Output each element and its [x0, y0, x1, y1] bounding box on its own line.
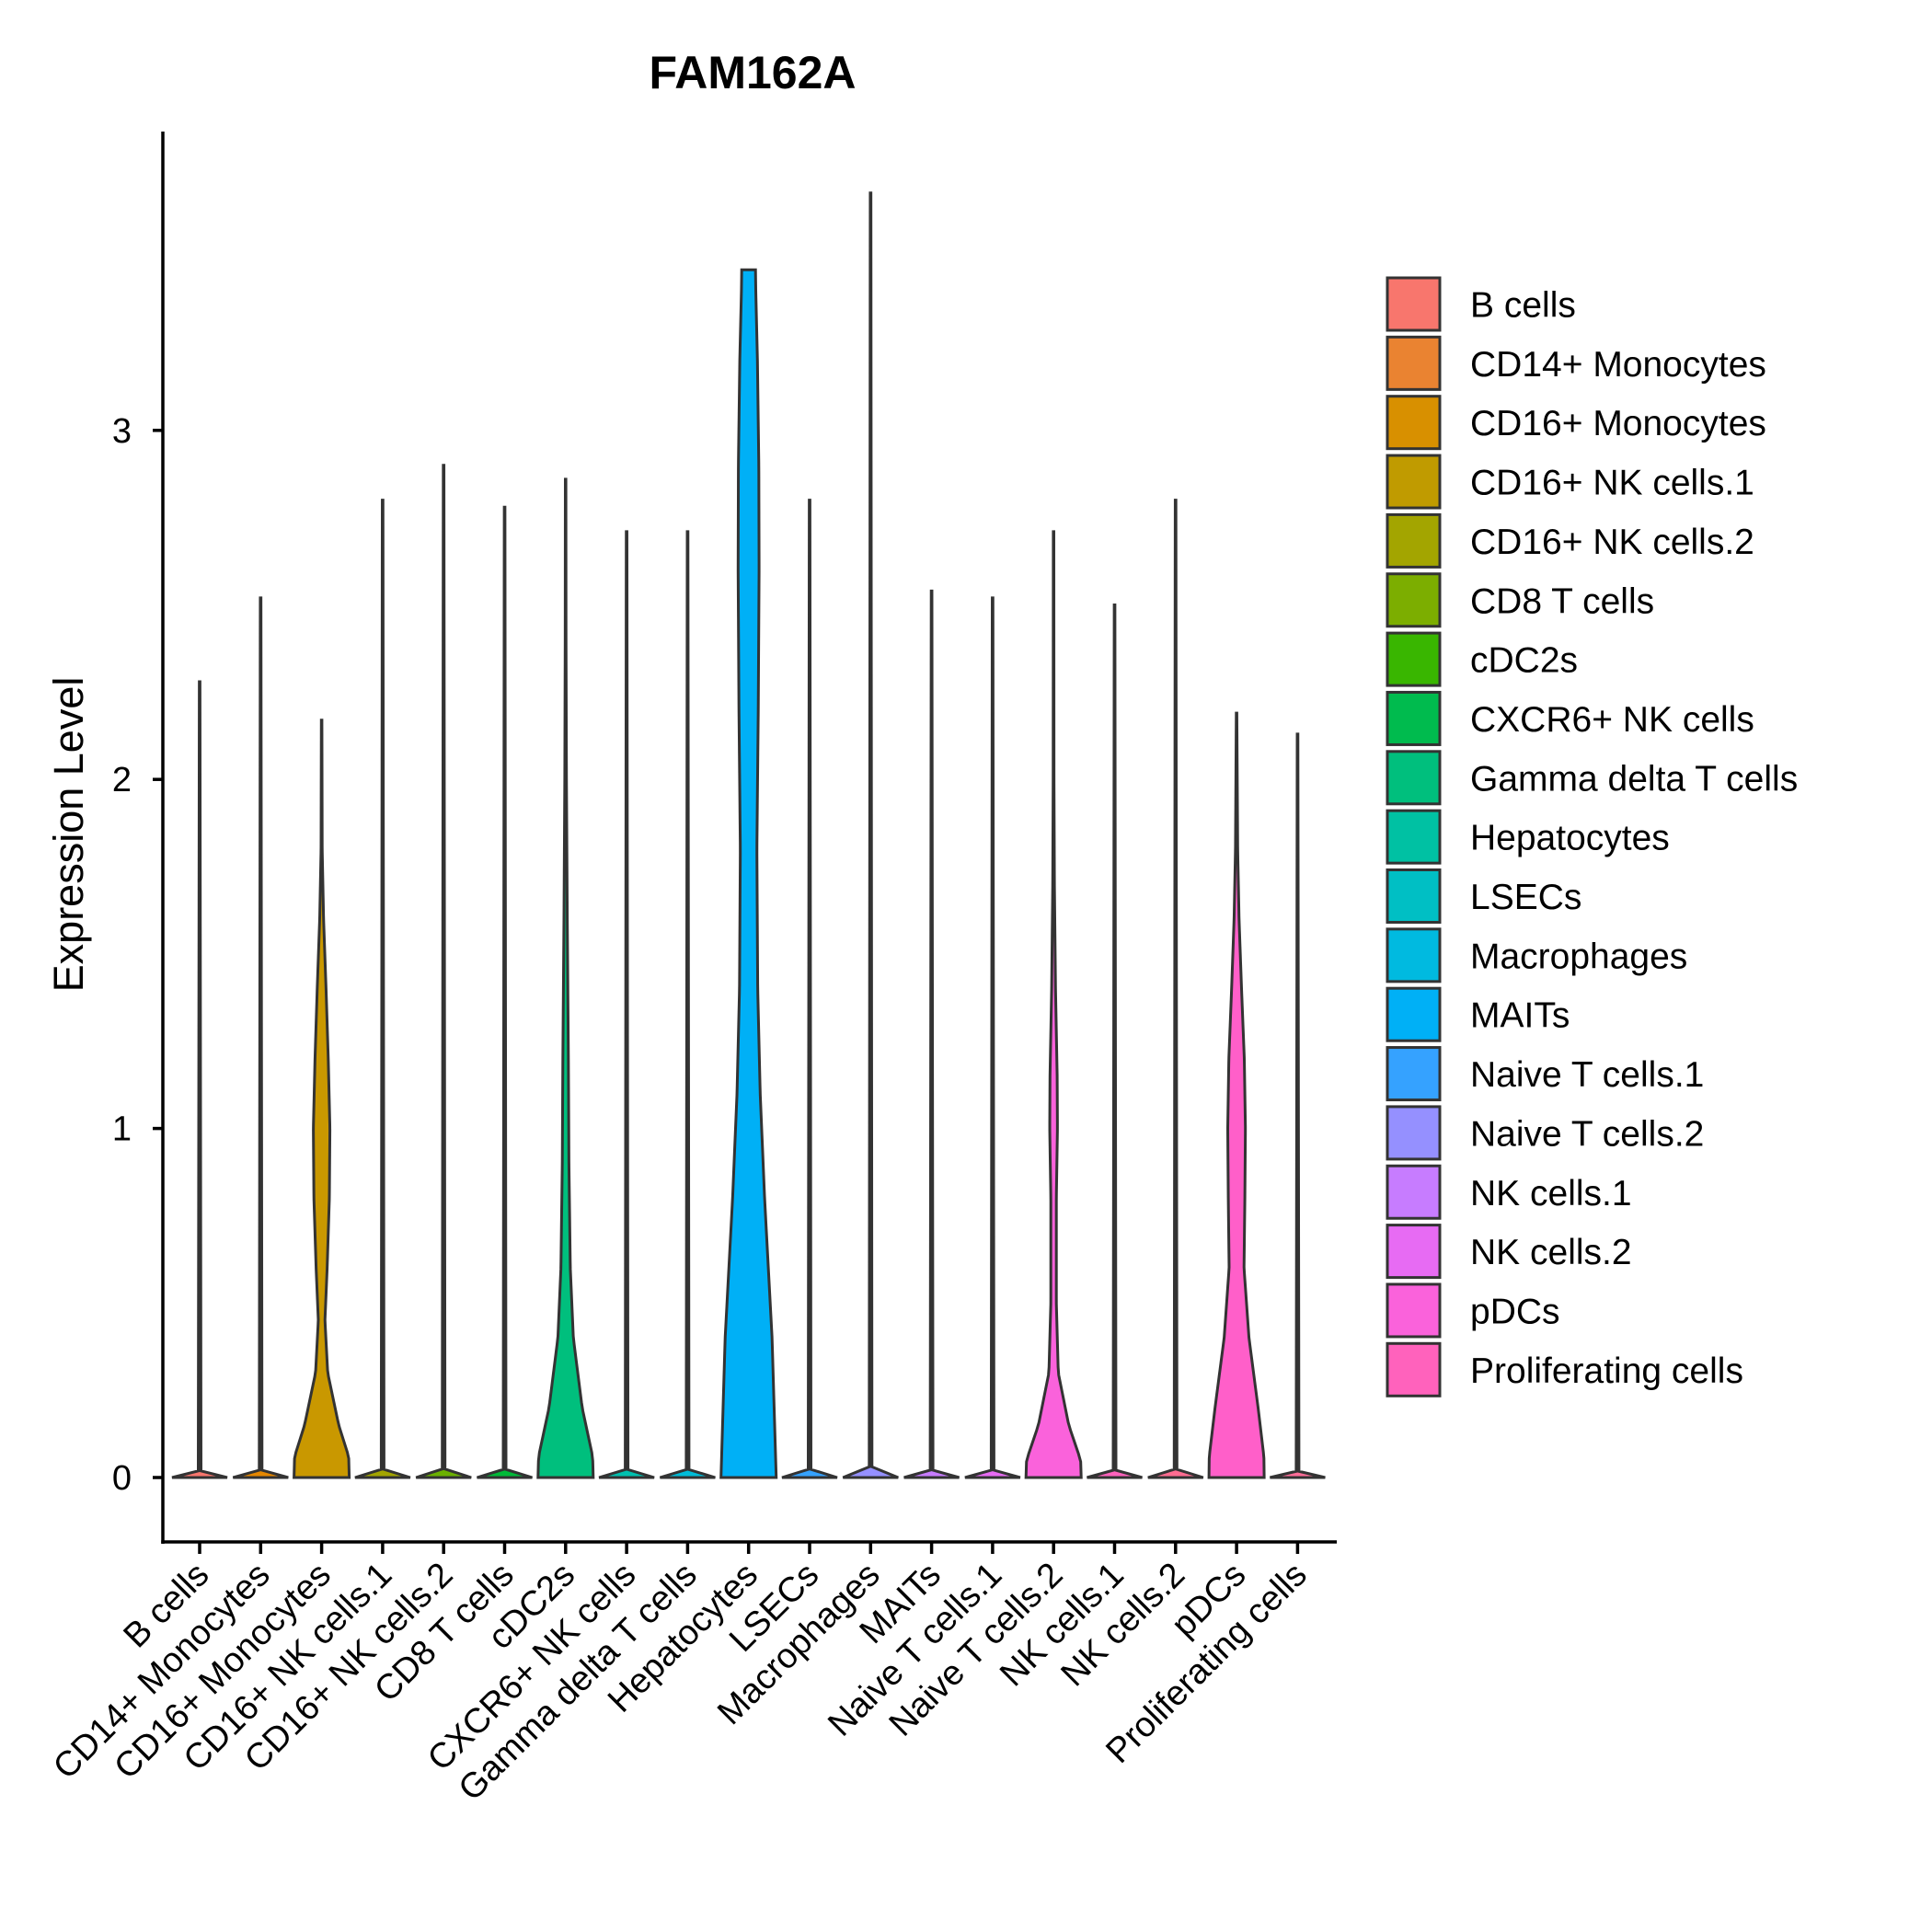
violin-macrophages — [842, 191, 899, 1479]
legend-key — [1386, 1105, 1442, 1161]
legend-key — [1386, 1341, 1442, 1397]
y-ticks: 0 1 2 3 — [112, 412, 163, 1498]
violin-b-cells — [171, 680, 228, 1479]
legend-label: pDCs — [1470, 1292, 1560, 1331]
violin-cd14-monocytes — [232, 596, 289, 1479]
legend-key — [1386, 809, 1442, 865]
legend-label: Hepatocytes — [1470, 819, 1670, 858]
legend-label: Proliferating cells — [1470, 1351, 1743, 1391]
legend-key — [1386, 986, 1442, 1042]
violin-hepatocytes — [719, 268, 778, 1479]
legend-label: CD16+ NK cells.1 — [1470, 464, 1754, 503]
legend-key — [1386, 1046, 1442, 1102]
legend-label: CD16+ Monocytes — [1470, 404, 1766, 443]
violin-cdc2s — [536, 477, 595, 1479]
y-tick-label: 0 — [112, 1459, 132, 1498]
legend-label: CD16+ NK cells.2 — [1470, 523, 1754, 562]
legend-key — [1386, 454, 1442, 510]
violin-series-group — [171, 191, 1326, 1479]
legend-label: CD14+ Monocytes — [1470, 345, 1766, 385]
legend-label: CXCR6+ NK cells — [1470, 700, 1754, 740]
violin-naive-t-cells-1 — [964, 596, 1021, 1479]
legend-label: MAITs — [1470, 996, 1570, 1036]
legend-key — [1386, 395, 1442, 451]
violin-cd16-nk-cells-2 — [415, 464, 472, 1479]
legend-label: Macrophages — [1470, 937, 1687, 976]
violin-gamma-delta-t-cells — [659, 530, 716, 1479]
legend-label: Gamma delta T cells — [1470, 759, 1798, 799]
legend-key — [1386, 1282, 1442, 1339]
legend-label: Naive T cells.2 — [1470, 1114, 1704, 1154]
legend-key — [1386, 750, 1442, 806]
legend-key — [1386, 572, 1442, 628]
legend-label: Naive T cells.1 — [1470, 1055, 1704, 1095]
violin-proliferating-cells — [1270, 732, 1326, 1479]
legend-key — [1386, 1164, 1442, 1220]
violin-maits — [903, 589, 960, 1479]
legend: B cells CD14+ Monocytes CD16+ Monocytes CD1… — [1386, 276, 1798, 1397]
legend-label: cDC2s — [1470, 641, 1578, 681]
violin-lsecs — [781, 499, 838, 1479]
y-tick-label: 2 — [112, 761, 132, 799]
chart-title: FAM162A — [649, 47, 856, 98]
legend-label: NK cells.2 — [1470, 1233, 1632, 1272]
violin-nk-cells-2 — [1147, 499, 1204, 1479]
y-tick-label: 1 — [112, 1110, 132, 1149]
legend-key — [1386, 335, 1442, 391]
legend-label: LSECs — [1470, 878, 1581, 917]
violin-cd16-nk-cells-1 — [354, 499, 411, 1479]
y-axis-label: Expression Level — [45, 677, 92, 993]
legend-label: B cells — [1470, 286, 1576, 326]
violin-pdcs — [1207, 711, 1266, 1479]
violin-cxcr6-nk-cells — [598, 530, 655, 1479]
violin-naive-t-cells-2 — [1024, 530, 1083, 1479]
y-tick-label: 3 — [112, 412, 132, 451]
legend-key — [1386, 512, 1442, 569]
legend-key — [1386, 868, 1442, 924]
legend-label: NK cells.1 — [1470, 1174, 1632, 1213]
legend-key — [1386, 927, 1442, 983]
legend-label: CD8 T cells — [1470, 581, 1654, 621]
legend-key — [1386, 631, 1442, 687]
legend-key — [1386, 690, 1442, 746]
violin-nk-cells-1 — [1087, 604, 1143, 1479]
violin-cd8-t-cells — [477, 505, 533, 1479]
violin-cd16-monocytes — [293, 719, 351, 1479]
legend-key — [1386, 1224, 1442, 1280]
legend-key — [1386, 276, 1442, 332]
